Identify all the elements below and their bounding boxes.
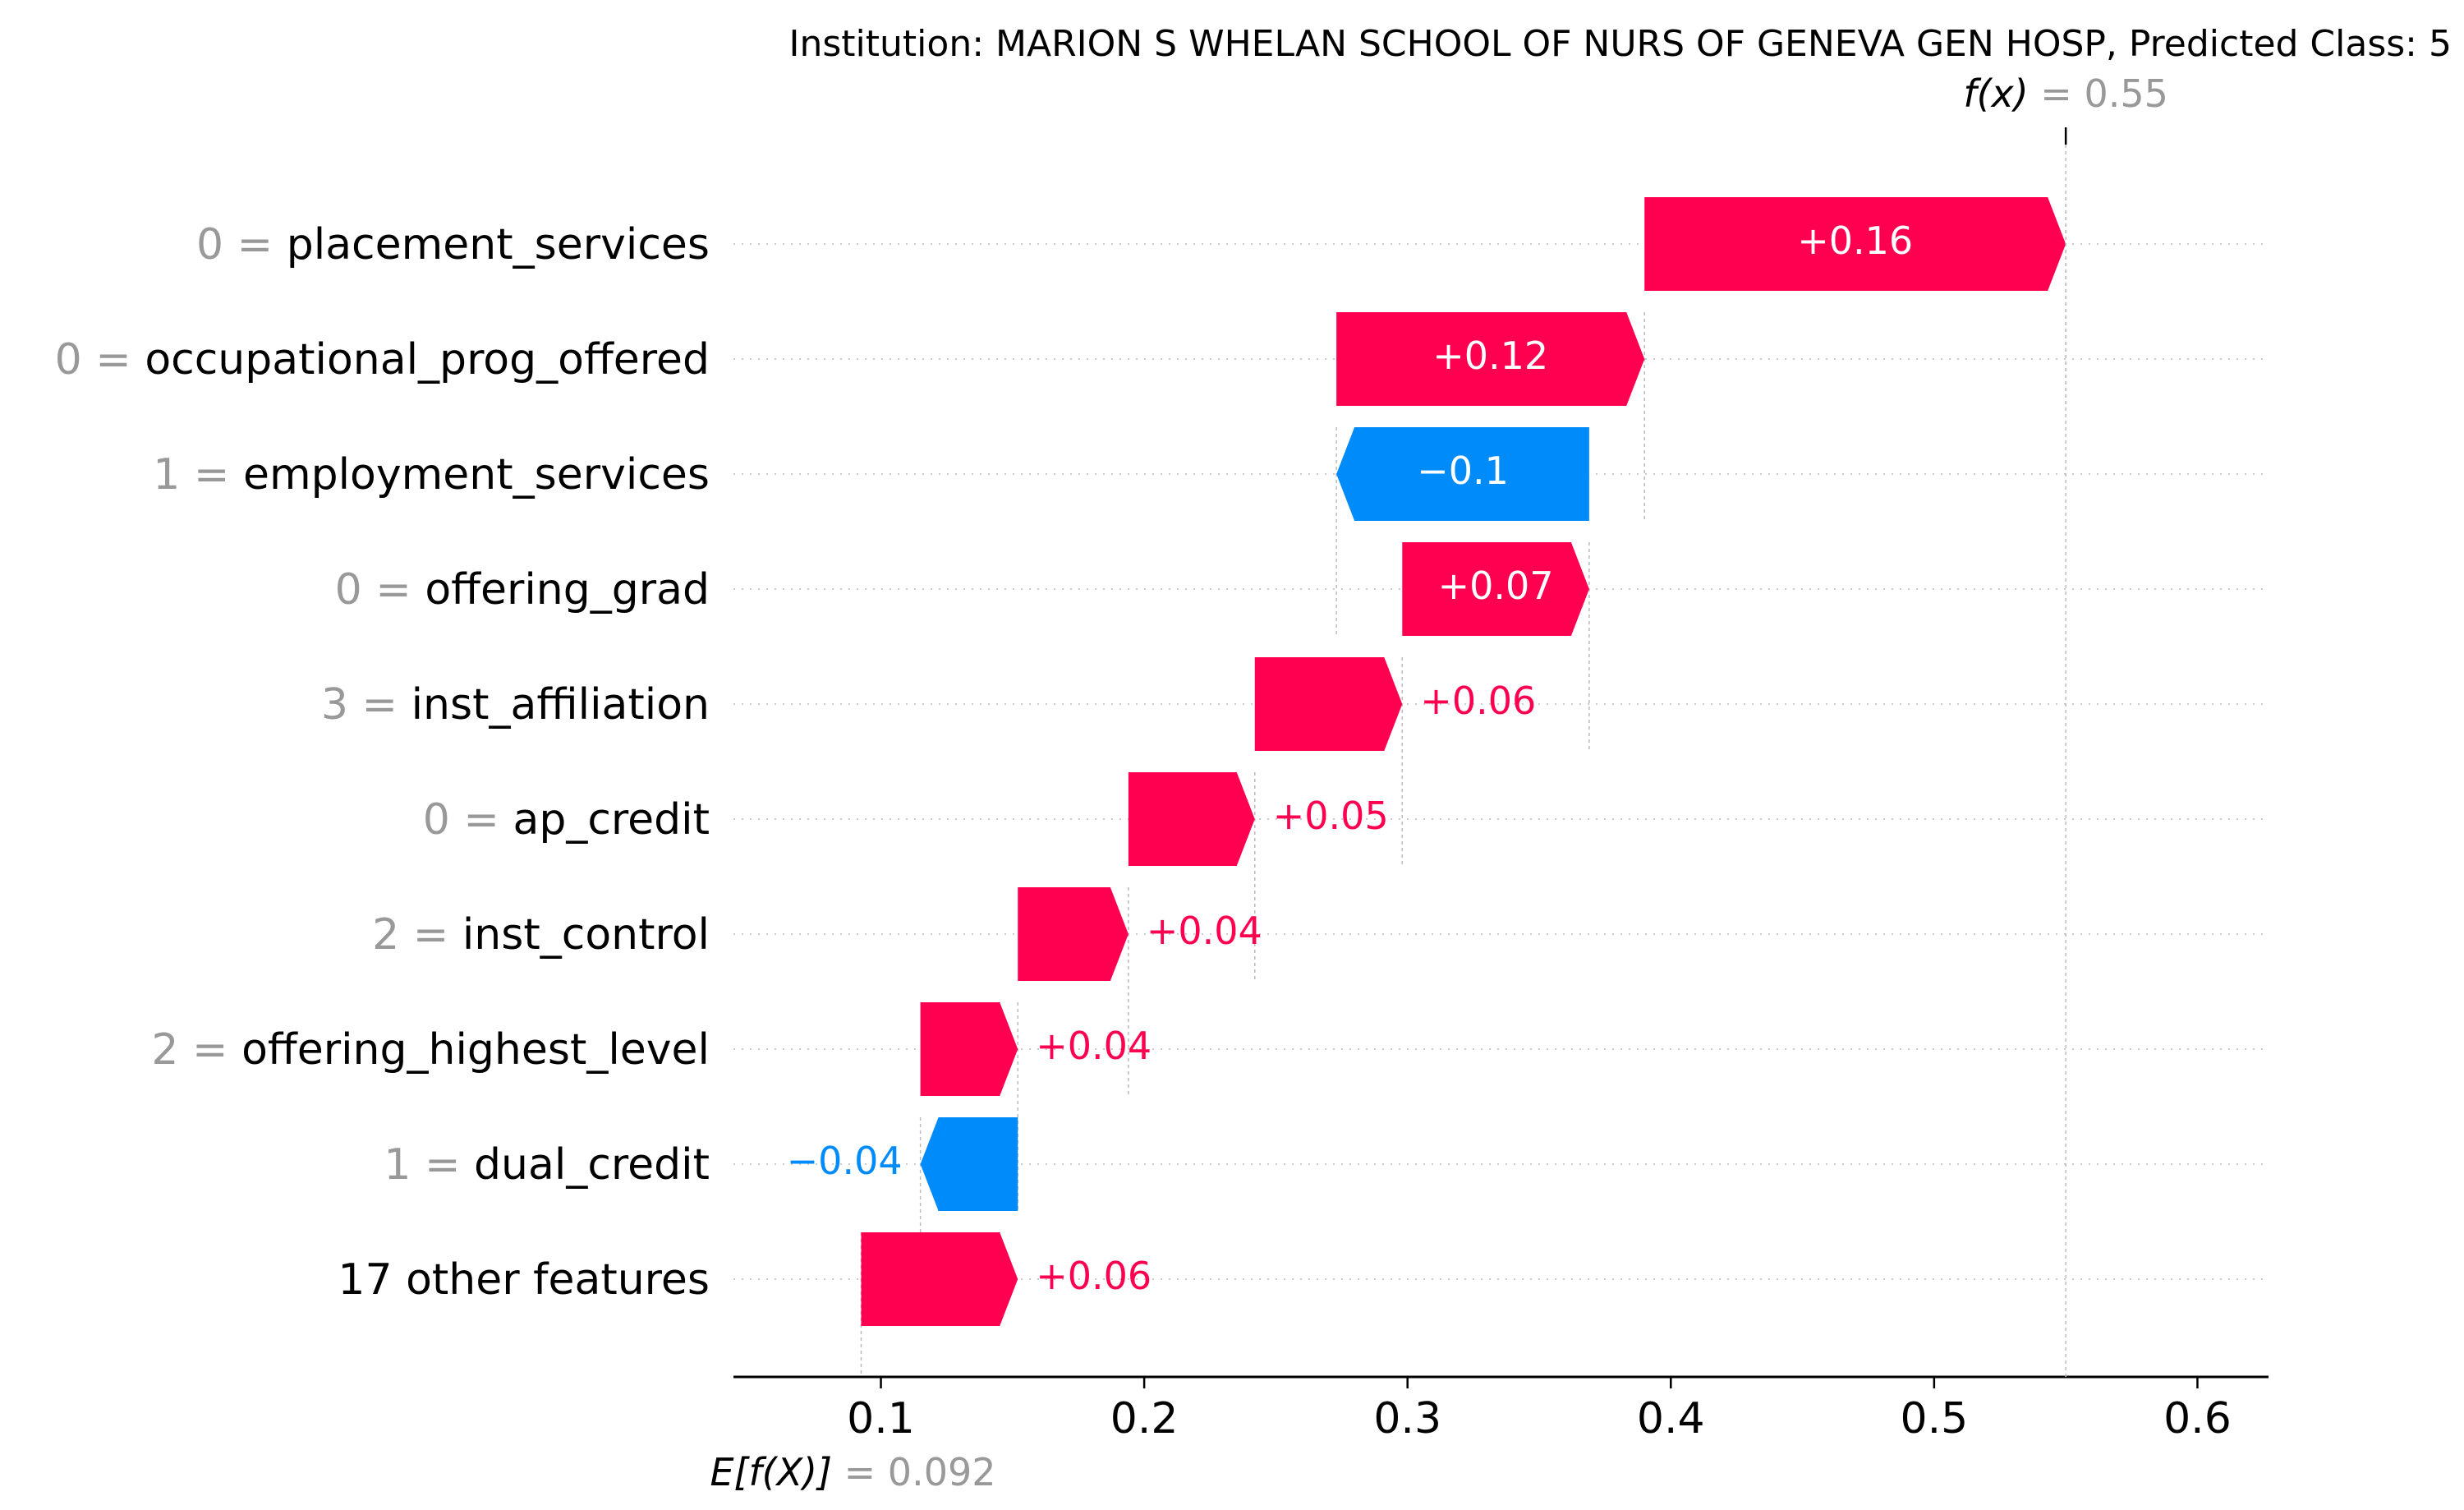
feature-value: 2 = <box>151 1025 241 1075</box>
feature-value: 0 = <box>196 220 287 269</box>
x-axis: 0.1 0.2 0.3 0.4 0.5 0.6 <box>733 1375 2269 1443</box>
feature-value: 0 = <box>423 795 513 845</box>
feature-name: offering_highest_level <box>241 1025 710 1075</box>
feature-label: 0 = ap_credit <box>423 795 710 845</box>
feature-value: 0 = <box>55 335 145 384</box>
feature-label: 0 = placement_services <box>196 220 710 269</box>
bar <box>1402 542 1589 636</box>
base-value-annotation: E[f(X)] = 0.092 <box>710 1450 995 1494</box>
bar <box>920 1117 1018 1211</box>
feature-label: 1 = dual_credit <box>384 1140 710 1190</box>
feature-name: placement_services <box>287 220 710 269</box>
fx-label: f(x) = 0.55 <box>1963 71 2168 116</box>
bar-value-label: +0.07 <box>1438 564 1554 608</box>
x-tick-label: 0.4 <box>1637 1394 1705 1443</box>
feature-label: 0 = offering_grad <box>335 565 710 615</box>
bar-value-label: +0.16 <box>1797 219 1913 263</box>
bar <box>1336 312 1645 406</box>
feature-value: 1 = <box>153 450 243 499</box>
bar-value-label: +0.04 <box>1147 909 1262 953</box>
bar-value-label: +0.06 <box>1036 1254 1152 1298</box>
base-value-name: E[f(X)] <box>710 1450 832 1494</box>
feature-label: 1 = employment_services <box>153 450 710 499</box>
bar-value-label: +0.12 <box>1432 334 1548 378</box>
x-tick-label: 0.3 <box>1373 1394 1441 1443</box>
feature-value: 2 = <box>372 910 462 960</box>
fx-value: = 0.55 <box>2029 71 2168 116</box>
bar <box>920 1002 1018 1096</box>
fx-name: f(x) <box>1963 71 2028 116</box>
base-value-label: E[f(X)] = 0.092 <box>710 1450 995 1494</box>
base-value-number: = 0.092 <box>832 1450 995 1494</box>
bar <box>1644 197 2066 291</box>
bar <box>1254 657 1403 751</box>
x-tick-label: 0.6 <box>2163 1394 2232 1443</box>
feature-name: inst_control <box>462 910 710 960</box>
feature-label: 17 other features <box>338 1255 710 1305</box>
bar-value-label: −0.04 <box>787 1139 903 1183</box>
feature-name: occupational_prog_offered <box>145 335 710 384</box>
feature-label: 3 = inst_affiliation <box>321 680 710 730</box>
bar <box>1336 427 1589 521</box>
bar-value-label: −0.1 <box>1417 449 1509 493</box>
bars: +0.16 +0.12 −0.1 +0.07 +0.06 +0.05 +0.04 +0.04 −… <box>787 197 2066 1326</box>
feature-label: 0 = occupational_prog_offered <box>55 335 710 384</box>
feature-value: 1 = <box>384 1140 474 1190</box>
feature-label: 2 = inst_control <box>372 910 710 960</box>
bar-value-label: +0.04 <box>1036 1024 1152 1068</box>
fx-annotation: f(x) = 0.55 <box>1963 71 2168 1377</box>
bar <box>861 1232 1018 1326</box>
bar <box>1018 887 1129 981</box>
feature-name: dual_credit <box>474 1140 710 1190</box>
bar-value-label: +0.06 <box>1420 679 1536 723</box>
feature-name: inst_affiliation <box>411 680 710 730</box>
feature-name: employment_services <box>243 450 710 499</box>
bar <box>1128 772 1255 866</box>
x-tick-label: 0.2 <box>1110 1394 1179 1443</box>
feature-value: 0 = <box>335 565 425 615</box>
x-tick-label: 0.5 <box>1901 1394 1969 1443</box>
feature-value: 3 = <box>321 680 411 730</box>
feature-name: 17 other features <box>338 1255 710 1305</box>
chart-title: Institution: MARION S WHELAN SCHOOL OF N… <box>789 23 2452 65</box>
feature-label: 2 = offering_highest_level <box>151 1025 710 1075</box>
x-tick-label: 0.1 <box>847 1394 915 1443</box>
feature-name: offering_grad <box>425 565 710 615</box>
bar-value-label: +0.05 <box>1273 794 1389 838</box>
feature-name: ap_credit <box>513 795 710 845</box>
